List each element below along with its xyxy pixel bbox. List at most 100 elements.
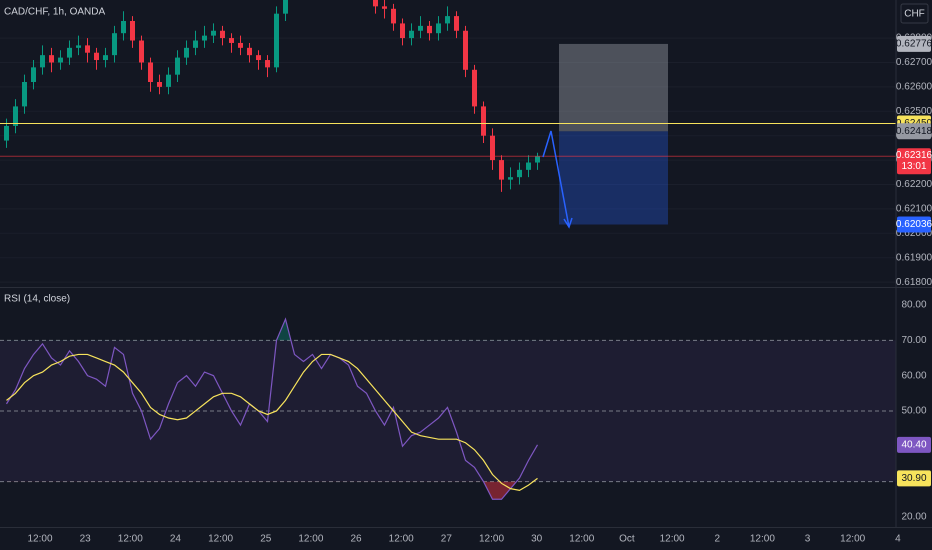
y-tick-label: 70.00 — [901, 335, 926, 346]
x-tick-label: 12:00 — [840, 534, 865, 545]
candle-body — [517, 169, 522, 178]
y-tick-label: 0.62100 — [896, 204, 932, 215]
candle-body — [211, 30, 216, 36]
rsi-line — [6, 353, 538, 492]
price-tag-label: 0.62036 — [896, 219, 932, 230]
y-tick-label: 0.62700 — [896, 57, 932, 68]
rsi-line — [5, 317, 539, 500]
value-tag-label: 30.90 — [901, 473, 926, 484]
x-tick-label: 2 — [714, 534, 720, 545]
candle-body — [49, 55, 54, 63]
candle-body — [238, 42, 243, 48]
arrow-head — [563, 217, 573, 229]
candle-body — [58, 57, 63, 63]
candle-body — [202, 35, 207, 41]
candle-body — [67, 47, 72, 58]
candle-body — [472, 69, 477, 107]
price-pane — [0, 0, 896, 283]
candle-body — [418, 25, 423, 31]
y-tick-label: 50.00 — [901, 406, 926, 417]
value-tag — [897, 470, 931, 487]
candle-body — [220, 30, 225, 39]
candle-body — [22, 82, 27, 107]
candle-body — [526, 162, 531, 170]
last-price-label: 0.62316 — [896, 150, 932, 161]
symbol-title: CAD/CHF, 1h, OANDA — [4, 7, 105, 18]
x-tick-label: 12:00 — [479, 534, 504, 545]
x-tick-label: 30 — [531, 534, 543, 545]
stop-zone — [559, 43, 668, 132]
x-tick-label: 12:00 — [569, 534, 594, 545]
candle-body — [436, 23, 441, 34]
candle-body — [256, 55, 261, 61]
candle-body — [229, 38, 234, 43]
candle-body — [463, 30, 468, 70]
candle-body — [409, 30, 414, 39]
candle-body — [112, 33, 117, 56]
candle-body — [94, 52, 99, 61]
candle-body — [85, 45, 90, 53]
candle-body — [4, 125, 9, 141]
candle-body — [445, 16, 450, 24]
candle-body — [400, 23, 405, 39]
candle-body — [76, 45, 81, 48]
x-tick-label: 23 — [80, 534, 92, 545]
rsi-pane — [0, 317, 896, 500]
candle-body — [184, 47, 189, 58]
x-tick-label: 27 — [441, 534, 453, 545]
y-tick-label: 0.62200 — [896, 179, 932, 190]
x-tick-label: 4 — [895, 534, 901, 545]
x-tick-label: 12:00 — [208, 534, 233, 545]
candle-body — [247, 47, 252, 56]
x-tick-label: 12:00 — [389, 534, 414, 545]
countdown: 13:01 — [901, 161, 926, 172]
y-tick-label: 0.62000 — [896, 228, 932, 239]
candle-body — [103, 55, 108, 61]
price-tag — [897, 35, 931, 52]
currency[interactable]: CHF — [904, 9, 925, 20]
x-tick-label: 26 — [350, 534, 362, 545]
candle-body — [31, 67, 36, 82]
candle-body — [175, 57, 180, 75]
currency-box[interactable] — [900, 3, 929, 24]
x-tick-label: 12:00 — [298, 534, 323, 545]
candle-body — [166, 74, 171, 87]
candle-body — [40, 55, 45, 68]
candle-body — [481, 106, 486, 136]
candle-body — [193, 40, 198, 48]
y-tick-label: 0.61900 — [896, 252, 932, 263]
y-tick-label: 60.00 — [901, 370, 926, 381]
candle-body — [139, 40, 144, 63]
arrow — [542, 130, 570, 228]
x-tick-label: 12:00 — [660, 534, 685, 545]
target-zone — [559, 131, 668, 225]
candle-body — [499, 160, 504, 180]
candle-body — [382, 6, 387, 9]
candle-body — [265, 60, 270, 68]
x-tick-label: 3 — [805, 534, 811, 545]
y-tick-label: 80.00 — [901, 300, 926, 311]
y-tick-label: 0.61800 — [896, 277, 932, 288]
candle-body — [121, 20, 126, 34]
candle-body — [490, 135, 495, 161]
x-tick-label: 12:00 — [118, 534, 143, 545]
axes: 0.61800 0.61900 0.62000 0.62100 0.62200 0.623… — [27, 33, 932, 545]
candle-body — [391, 8, 396, 24]
x-tick-label: 24 — [170, 534, 182, 545]
candle-body — [13, 106, 18, 126]
value-tag-label: 40.40 — [901, 439, 926, 450]
candle-body — [157, 82, 162, 87]
candle-body — [427, 25, 432, 34]
y-tick-label: 0.62500 — [896, 106, 932, 117]
price-tag — [897, 123, 931, 140]
y-tick-label: 20.00 — [901, 512, 926, 523]
price-tag-label: 0.62418 — [896, 126, 932, 137]
y-tick-label: 0.62600 — [896, 82, 932, 93]
candle-body — [508, 177, 513, 180]
candle-body — [373, 0, 378, 7]
rsi-title: RSI (14, close) — [4, 294, 70, 305]
candle-body — [130, 20, 135, 41]
candle-body — [274, 13, 279, 68]
